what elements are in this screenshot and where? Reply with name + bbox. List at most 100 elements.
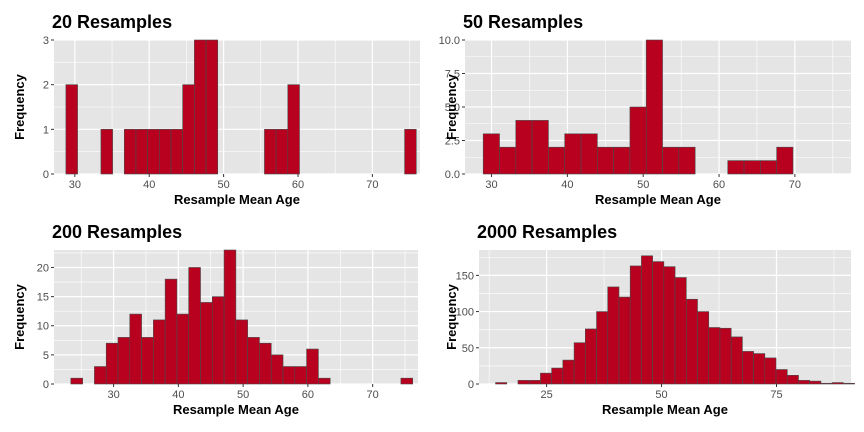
histogram-bar [607, 286, 620, 385]
histogram-bar [188, 267, 201, 385]
histogram-panel-2000: 25 50 75 0 50 100 150 2000 Resamples Resample Me… [444, 222, 855, 417]
y-tick-label: 7.5 [445, 69, 460, 81]
histogram-bar [809, 380, 822, 385]
panel-title: 2000 Resamples [477, 222, 617, 242]
histogram-bar [831, 382, 844, 385]
panel-title: 20 Resamples [52, 12, 172, 32]
histogram-bar [270, 354, 284, 385]
histogram-bar [170, 129, 183, 175]
histogram-bar [531, 120, 549, 175]
histogram-bar [652, 261, 665, 385]
histogram-bar [753, 353, 766, 385]
histogram-bar [517, 380, 530, 385]
x-tick-label: 40 [561, 179, 573, 191]
x-tick-label: 40 [172, 389, 184, 401]
histogram-bar [223, 249, 237, 385]
histogram-bar [117, 337, 131, 385]
histogram-bar [147, 129, 160, 175]
y-axis-label: Frequency [12, 283, 27, 350]
histogram-bar [247, 337, 260, 385]
histogram-bar [843, 382, 855, 385]
histogram-bar [727, 160, 745, 175]
histogram-bar [548, 146, 566, 175]
histogram-bar [200, 302, 213, 385]
histogram-bar [641, 255, 653, 385]
histogram-bar [742, 351, 754, 385]
y-tick-label: 2 [43, 80, 49, 92]
histogram-bar [105, 342, 119, 385]
histogram-bar [798, 380, 811, 385]
y-tick-label: 0 [43, 379, 49, 391]
x-tick-label: 30 [69, 179, 81, 191]
x-tick-label: 30 [485, 179, 497, 191]
histogram-panel-20: 30 40 50 60 70 0 1 2 320 Resamples Resample Mean … [12, 12, 420, 207]
histogram-bar [499, 146, 517, 175]
histogram-bar [264, 129, 277, 175]
histogram-bar [306, 348, 319, 385]
histogram-bar [564, 133, 582, 175]
y-tick-label: 5 [43, 350, 49, 362]
y-tick-label: 10.0 [439, 35, 460, 47]
histogram-bar [743, 160, 761, 175]
x-tick-label: 25 [540, 389, 552, 401]
histogram-bar [597, 146, 614, 175]
y-tick-label: 50 [462, 343, 474, 355]
histogram-bar [775, 369, 788, 385]
y-tick-label: 5.0 [445, 102, 460, 114]
histogram-bar [129, 313, 142, 385]
x-tick-label: 70 [367, 389, 379, 401]
histogram-bar [685, 298, 698, 385]
x-axis-label: Resample Mean Age [602, 402, 728, 417]
y-tick-label: 20 [37, 262, 49, 274]
y-tick-label: 2.5 [445, 136, 460, 148]
y-tick-label: 0.0 [445, 169, 460, 181]
histogram-bar [776, 146, 794, 175]
histogram-bar [482, 133, 500, 175]
histogram-bar [760, 160, 777, 175]
histogram-panel-50: 30 40 50 60 70 0.0 2.5 5.0 7.5 10.050 Resamples Re… [439, 12, 851, 207]
x-tick-label: 50 [217, 179, 229, 191]
histogram-bar [194, 39, 207, 175]
histogram-bar [495, 382, 508, 385]
histogram-bar [94, 366, 107, 385]
histogram-bar [70, 377, 83, 385]
histogram-bar [540, 372, 552, 385]
x-tick-label: 50 [237, 389, 249, 401]
x-axis-label: Resample Mean Age [173, 402, 299, 417]
histogram-bar [294, 366, 307, 385]
histogram-bar [618, 296, 631, 385]
y-axis-label: Frequency [12, 73, 27, 140]
y-tick-label: 0 [468, 379, 474, 391]
x-axis-label: Resample Mean Age [174, 192, 300, 207]
histogram-bar [153, 319, 166, 385]
histogram-bar [182, 84, 195, 175]
histogram-bar [573, 342, 586, 385]
histogram-bar [629, 265, 642, 385]
histogram-bar [678, 146, 696, 175]
histogram-bar [123, 129, 137, 175]
x-tick-label: 60 [292, 179, 304, 191]
histogram-bar [674, 277, 687, 385]
histogram-bar [282, 366, 296, 385]
histogram-bar [259, 342, 272, 385]
histogram-bar [580, 133, 598, 175]
y-tick-label: 100 [456, 307, 474, 319]
histogram-bar [164, 278, 178, 385]
x-tick-label: 60 [302, 389, 314, 401]
x-tick-label: 50 [637, 179, 649, 191]
histogram-bar [613, 146, 631, 175]
histogram-bar [663, 266, 676, 385]
x-tick-label: 75 [770, 389, 782, 401]
y-axis-label: Frequency [444, 73, 459, 140]
histogram-panel-200: 30 40 50 60 70 0 5 10 15 20 200 Resamples Resample … [12, 222, 418, 417]
histogram-bar [515, 120, 533, 175]
histogram-bar [235, 319, 248, 385]
histogram-bar [100, 129, 113, 175]
histogram-bar [629, 106, 647, 175]
histogram-bar [318, 377, 331, 385]
histogram-bar [65, 84, 78, 175]
histogram-bar [585, 328, 597, 385]
histogram-bar [404, 129, 417, 175]
panel-title: 200 Resamples [52, 222, 182, 242]
x-tick-label: 70 [789, 179, 801, 191]
